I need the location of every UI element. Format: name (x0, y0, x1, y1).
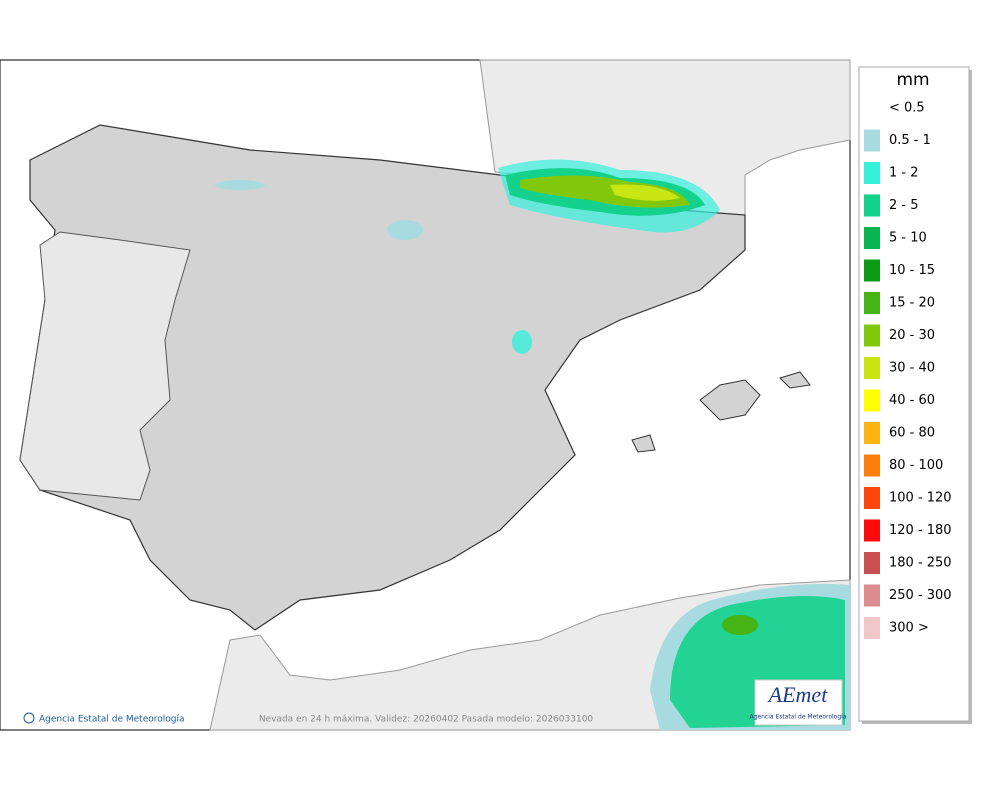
legend-swatch (864, 552, 880, 574)
ibiza (631, 434, 656, 453)
legend-swatch (864, 389, 880, 412)
legend-label: < 0.5 (889, 101, 925, 116)
logo-box (754, 679, 843, 726)
legend-swatch (864, 357, 880, 379)
snow-area (610, 184, 680, 201)
logo-subtitle: Agencia Estatal de Meteorología (750, 714, 847, 721)
legend-swatch (864, 162, 880, 184)
legend-label: 15 - 20 (889, 296, 935, 311)
legend-label: 80 - 100 (889, 458, 943, 473)
mallorca (699, 379, 761, 421)
legend-label: 250 - 300 (889, 588, 952, 603)
legend-label: 120 - 180 (889, 523, 952, 538)
legend-label: 5 - 10 (889, 231, 927, 246)
legend-swatch (864, 324, 880, 347)
legend-swatch (864, 194, 880, 217)
snow-area (387, 220, 423, 240)
legend-label: 10 - 15 (889, 263, 935, 278)
legend-label: 100 - 120 (889, 491, 952, 506)
legend-label: 2 - 5 (889, 198, 919, 213)
legend-swatch (864, 584, 880, 607)
caption: Nevada en 24 h máxima. Validez: 20260402… (259, 715, 594, 725)
legend-label: 300 > (889, 621, 929, 636)
legend-label: 1 - 2 (889, 166, 919, 181)
legend-label: 180 - 250 (889, 556, 952, 571)
snow-area (722, 615, 758, 635)
legend-label: 40 - 60 (889, 393, 935, 408)
portugal (19, 231, 191, 501)
legend-swatch (864, 422, 880, 444)
credit: Agencia Estatal de Meteorología (39, 715, 185, 725)
snow-area (512, 330, 532, 354)
legend-swatch (864, 292, 880, 314)
legend-label: 0.5 - 1 (889, 133, 931, 148)
legend-unit: mm (896, 70, 929, 90)
legend-label: 30 - 40 (889, 361, 935, 376)
copyright-icon (23, 712, 35, 724)
legend-label: 20 - 30 (889, 328, 935, 343)
legend-swatch (864, 227, 880, 249)
legend-swatch (864, 617, 880, 639)
menorca (779, 371, 811, 389)
logo-name: AEmet (767, 682, 829, 707)
legend-swatch (864, 519, 880, 542)
legend-swatch (864, 259, 880, 282)
legend-swatch (864, 487, 880, 509)
legend-swatch (864, 454, 880, 477)
legend-items: < 0.5 0.5 - 1 1 - 2 2 - 5 5 - 10 10 - 15 15 - … (864, 101, 952, 639)
legend-label: 60 - 80 (889, 426, 935, 441)
snow-area (215, 180, 265, 190)
legend-swatch (864, 129, 880, 152)
